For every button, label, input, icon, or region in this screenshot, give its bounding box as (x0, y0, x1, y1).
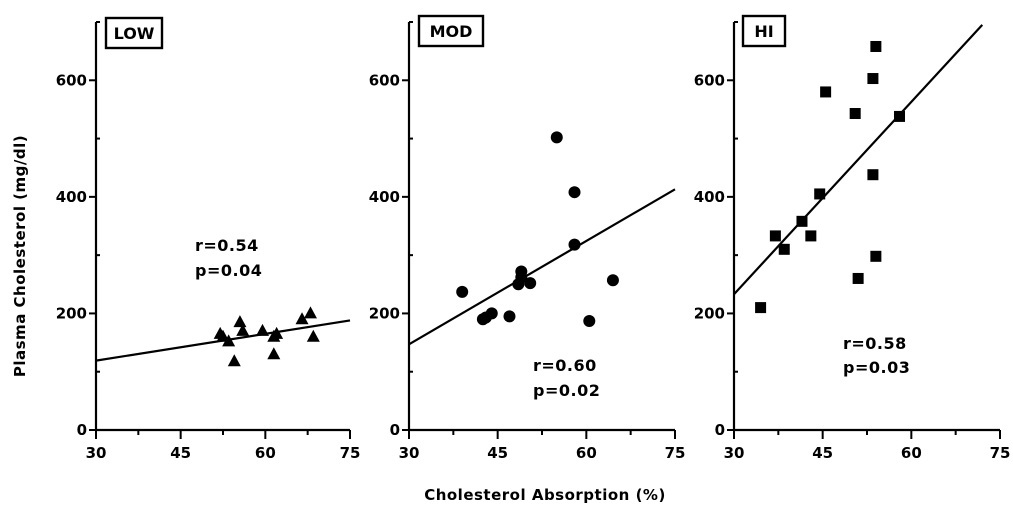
x-tick-label: 45 (487, 444, 508, 462)
data-point-square (796, 215, 808, 227)
data-point-triangle (256, 323, 270, 336)
data-point-square (769, 230, 781, 242)
data-point-circle (583, 315, 596, 328)
y-tick-label: 600 (369, 71, 400, 89)
data-point-triangle (222, 334, 236, 347)
y-tick-label: 200 (694, 304, 725, 322)
y-tick-label: 400 (369, 188, 400, 206)
x-tick-label: 60 (901, 444, 922, 462)
panel-label: LOW (114, 24, 155, 43)
data-point-square (852, 272, 864, 284)
y-tick-label: 200 (369, 304, 400, 322)
correlation-r: r=0.58 (843, 334, 907, 353)
data-point-square (894, 110, 906, 122)
y-tick-label: 0 (715, 421, 725, 439)
y-tick-label: 200 (56, 304, 87, 322)
x-tick-label: 45 (170, 444, 191, 462)
data-point-circle (503, 310, 516, 323)
panel-label-box (741, 14, 787, 48)
y-tick-label: 600 (56, 71, 87, 89)
data-point-square (849, 108, 861, 120)
x-tick-label: 30 (86, 444, 107, 462)
panel-low: 0 200 400 600 30 45 60 75 LOW r=0.54 p=0.04 (56, 16, 361, 462)
data-point-square (867, 169, 879, 181)
data-point-square (870, 40, 882, 52)
y-tick-label: 0 (390, 421, 400, 439)
x-tick-label: 45 (812, 444, 833, 462)
panel-mod: 0 200 400 600 30 45 60 75 MOD r=0.60 p=0.02 (369, 14, 686, 462)
data-point-triangle (216, 329, 230, 342)
x-tick-label: 75 (340, 444, 361, 462)
data-point-circle (456, 285, 469, 298)
data-point-triangle (267, 347, 281, 360)
x-tick-label: 75 (990, 444, 1011, 462)
y-axis-title: Plasma Cholesterol (mg/dl) (11, 135, 29, 377)
data-point-triangle (306, 329, 320, 342)
data-point-square (755, 302, 767, 314)
y-tick-label: 400 (56, 188, 87, 206)
panel-label: MOD (430, 22, 473, 41)
y-tick-label: 0 (77, 421, 87, 439)
data-point-square (805, 230, 817, 242)
panel-label-box (104, 16, 164, 50)
data-point-square (867, 73, 879, 85)
regression-line (408, 188, 676, 346)
panel-label-box (417, 14, 485, 48)
correlation-r: r=0.60 (533, 356, 597, 375)
x-tick-label: 30 (724, 444, 745, 462)
p-value: p=0.04 (195, 261, 262, 280)
data-point-circle (524, 277, 537, 290)
data-point-circle (568, 238, 581, 251)
x-tick-label: 60 (255, 444, 276, 462)
data-point-circle (606, 274, 619, 287)
data-point-triangle (295, 312, 309, 325)
data-point-triangle (227, 354, 241, 367)
correlation-r: r=0.54 (195, 236, 259, 255)
data-point-triangle (236, 323, 250, 336)
data-point-square (870, 250, 882, 262)
x-tick-label: 60 (576, 444, 597, 462)
x-tick-label: 75 (665, 444, 686, 462)
data-point-circle (550, 131, 563, 144)
data-point-circle (485, 307, 498, 320)
data-point-square (778, 243, 790, 255)
data-point-square (820, 86, 832, 98)
x-tick-label: 30 (399, 444, 420, 462)
x-axis-title: Cholesterol Absorption (%) (424, 486, 666, 504)
p-value: p=0.03 (843, 358, 910, 377)
data-point-triangle (303, 306, 317, 319)
y-tick-label: 600 (694, 71, 725, 89)
panel-hi: 0 200 400 600 30 45 60 75 HI r=0.58 p=0.03 (694, 14, 1011, 462)
data-point-triangle (233, 315, 247, 328)
regression-line (733, 24, 984, 295)
data-point-square (814, 188, 826, 200)
p-value: p=0.02 (533, 381, 600, 400)
data-point-triangle (270, 326, 284, 339)
panel-label: HI (754, 22, 773, 41)
data-point-circle (515, 265, 528, 278)
y-tick-label: 400 (694, 188, 725, 206)
data-point-circle (568, 186, 581, 199)
